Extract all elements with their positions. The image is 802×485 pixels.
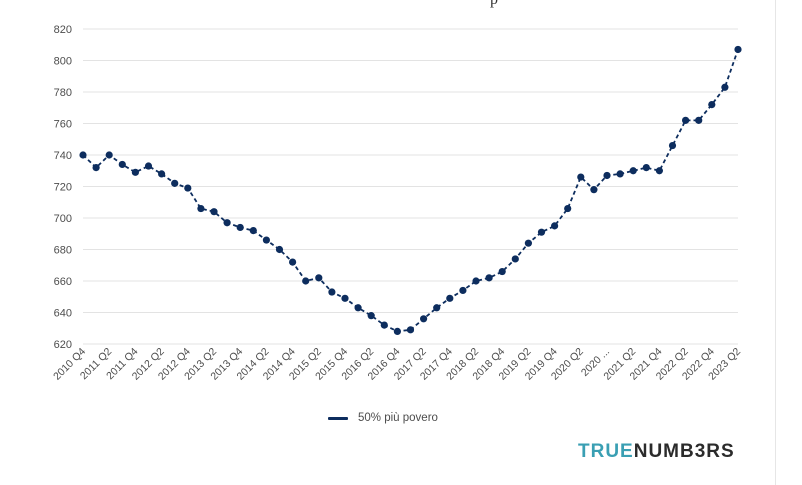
y-tick-label: 680 (54, 245, 72, 257)
data-point (315, 274, 323, 282)
y-tick-label: 820 (54, 24, 72, 36)
y-tick-label: 700 (54, 213, 72, 225)
data-point (537, 228, 546, 236)
brand-logo-part2: NUMB3RS (633, 441, 735, 462)
data-point (734, 45, 742, 54)
data-point (420, 315, 428, 323)
data-point (393, 327, 401, 335)
data-point (262, 236, 270, 244)
data-point (197, 204, 205, 213)
data-point (668, 141, 677, 150)
data-point (131, 168, 139, 176)
data-point (171, 179, 179, 187)
data-point (472, 277, 480, 285)
data-point (459, 286, 467, 295)
y-tick-label: 620 (54, 339, 72, 351)
data-point (79, 151, 87, 159)
legend-swatch (328, 416, 348, 420)
data-point (341, 294, 349, 302)
y-tick-label: 640 (54, 308, 72, 320)
data-point (721, 83, 729, 91)
data-point (524, 239, 533, 247)
data-point (92, 164, 100, 172)
data-point (655, 167, 664, 175)
data-point (551, 222, 559, 230)
data-point (511, 255, 519, 263)
y-tick-label: 740 (54, 150, 72, 162)
data-point (184, 184, 192, 192)
data-point (302, 277, 310, 285)
y-axis-ticks: 620 640 660 680 700 720 740 760 780 800 820 (54, 24, 72, 351)
y-tick-label: 720 (54, 182, 72, 194)
y-tick-label: 780 (54, 87, 72, 99)
data-point (406, 326, 415, 334)
data-point (629, 167, 637, 175)
data-point (590, 186, 598, 194)
data-point (158, 170, 166, 178)
data-point (105, 151, 113, 159)
data-point (210, 208, 218, 216)
data-point (118, 160, 126, 169)
gridlines (83, 28, 738, 345)
data-point (380, 321, 388, 329)
data-point (275, 245, 284, 254)
data-point (367, 312, 375, 320)
data-point (236, 223, 244, 232)
data-point (328, 288, 336, 296)
y-tick-label: 800 (54, 56, 72, 68)
data-point (223, 219, 231, 227)
data-point (485, 274, 493, 282)
legend-label: 50% più povero (358, 412, 438, 424)
brand-logo: TRUENUMB3RS (578, 441, 735, 463)
data-point (144, 162, 153, 170)
data-point (603, 171, 611, 180)
data-point (577, 173, 585, 181)
data-point (616, 170, 624, 178)
data-point (446, 294, 454, 302)
data-point (642, 164, 650, 172)
y-tick-label: 660 (54, 276, 72, 288)
divider (775, 0, 776, 485)
legend: 50% più povero (328, 412, 438, 424)
data-point (498, 267, 506, 276)
data-point (682, 116, 690, 124)
series-poorest-50 (79, 45, 742, 335)
data-point (289, 258, 297, 266)
data-point (433, 304, 441, 312)
data-point (695, 116, 703, 124)
data-point (564, 204, 572, 213)
data-point (249, 227, 257, 235)
y-tick-label: 760 (54, 119, 72, 131)
data-point (708, 101, 716, 109)
brand-logo-part1: TRUE (578, 441, 634, 462)
header-fragment: p (490, 0, 498, 9)
data-point (354, 304, 362, 312)
